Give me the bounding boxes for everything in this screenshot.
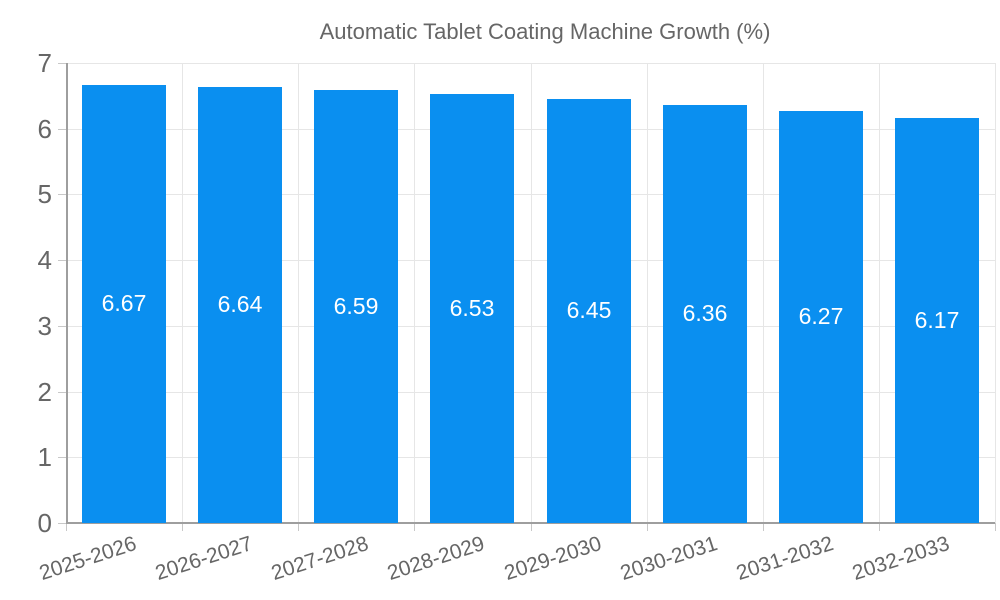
bar-value-label: 6.53 — [449, 295, 495, 321]
x-gridline — [182, 63, 183, 523]
y-tick-mark — [58, 457, 66, 458]
y-tick-mark — [58, 260, 66, 261]
y-gridline — [66, 63, 995, 64]
y-axis-tick-label: 5 — [37, 179, 52, 209]
bar-value-label: 6.17 — [914, 307, 960, 333]
legend-item-growth[interactable]: Automatic Tablet Coating Machine Growth … — [230, 19, 771, 45]
legend-label: Automatic Tablet Coating Machine Growth … — [319, 19, 771, 44]
x-tick-mark — [995, 523, 996, 531]
x-tick-mark — [531, 523, 532, 531]
x-tick-mark — [647, 523, 648, 531]
x-axis-tick-label: 2027-2028 — [268, 532, 371, 585]
x-gridline — [763, 63, 764, 523]
y-axis-tick-label: 2 — [37, 377, 52, 407]
x-tick-mark — [182, 523, 183, 531]
x-gridline — [298, 63, 299, 523]
bar-2032-2033[interactable] — [895, 118, 979, 523]
bar-2028-2029[interactable] — [430, 94, 514, 523]
y-tick-mark — [58, 129, 66, 130]
bar-value-label: 6.67 — [101, 290, 147, 316]
y-gridline — [66, 392, 995, 393]
x-axis-tick-label: 2028-2029 — [384, 532, 487, 585]
y-axis-tick-label: 0 — [37, 508, 52, 538]
x-tick-mark — [414, 523, 415, 531]
x-axis-tick-label: 2032-2033 — [849, 532, 952, 585]
bar-2031-2032[interactable] — [779, 111, 863, 523]
y-tick-mark — [58, 523, 66, 524]
y-tick-mark — [58, 63, 66, 64]
x-axis-tick-label: 2030-2031 — [617, 532, 720, 585]
bar-2029-2030[interactable] — [547, 99, 631, 523]
bar-value-label: 6.27 — [798, 303, 844, 329]
x-axis-tick-label: 2025-2026 — [36, 532, 139, 585]
bar-2025-2026[interactable] — [82, 85, 166, 523]
y-tick-mark — [58, 326, 66, 327]
x-axis-line — [66, 522, 995, 524]
bar-value-label: 6.36 — [682, 300, 728, 326]
y-tick-mark — [58, 392, 66, 393]
bar-2026-2027[interactable] — [198, 87, 282, 523]
x-tick-mark — [66, 523, 67, 531]
bar-2030-2031[interactable] — [663, 105, 747, 523]
y-gridline — [66, 457, 995, 458]
y-gridline — [66, 260, 995, 261]
x-axis-tick-label: 2029-2030 — [501, 532, 604, 585]
y-axis-tick-label: 1 — [37, 442, 52, 472]
y-gridline — [66, 194, 995, 195]
x-gridline — [647, 63, 648, 523]
y-tick-mark — [58, 194, 66, 195]
bar-2027-2028[interactable] — [314, 90, 398, 523]
x-axis-tick-label: 2031-2032 — [733, 532, 836, 585]
bar-value-label: 6.45 — [566, 297, 612, 323]
bar-value-label: 6.64 — [217, 291, 263, 317]
y-axis-tick-label: 6 — [37, 114, 52, 144]
y-axis-tick-label: 7 — [37, 48, 52, 78]
x-gridline — [995, 63, 996, 523]
x-tick-mark — [879, 523, 880, 531]
x-gridline — [531, 63, 532, 523]
chart-legend: Automatic Tablet Coating Machine Growth … — [0, 19, 1000, 45]
y-axis-line — [66, 63, 68, 523]
x-gridline — [879, 63, 880, 523]
x-tick-mark — [298, 523, 299, 531]
y-axis-tick-label: 4 — [37, 245, 52, 275]
y-axis-tick-label: 3 — [37, 311, 52, 341]
y-gridline — [66, 326, 995, 327]
bar-value-label: 6.59 — [333, 293, 379, 319]
x-axis-tick-label: 2026-2027 — [152, 532, 255, 585]
y-gridline — [66, 129, 995, 130]
x-gridline — [414, 63, 415, 523]
x-tick-mark — [763, 523, 764, 531]
